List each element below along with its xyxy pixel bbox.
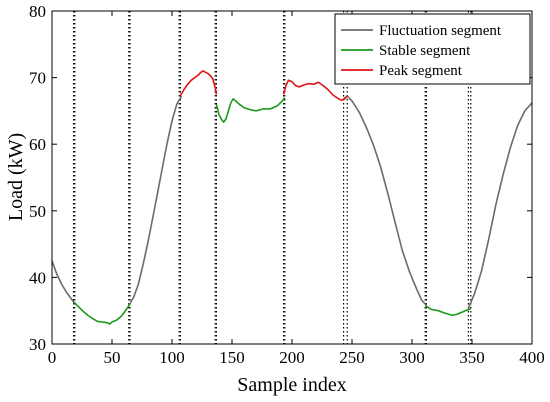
series-0-segment-2 [343, 95, 427, 306]
series-1-segment-1 [215, 97, 286, 123]
y-axis-label: Load (kW) [5, 133, 27, 221]
y-tick-label-5: 80 [29, 2, 46, 21]
legend-box [334, 13, 531, 85]
series-2-segment-0 [179, 70, 218, 97]
x-tick-label-5: 250 [339, 348, 365, 367]
series-lines [51, 70, 533, 325]
x-tick-label-3: 150 [219, 348, 245, 367]
x-axis-ticks: 0 50 100 150 200 250 300 350 400 [48, 11, 545, 367]
y-tick-label-2: 50 [29, 202, 46, 221]
x-axis-label: Sample index [237, 374, 346, 396]
x-tick-label-8: 400 [519, 348, 545, 367]
segment-boundary-lines [72, 11, 472, 344]
y-tick-label-1: 40 [29, 268, 46, 287]
x-tick-label-0: 0 [48, 348, 57, 367]
x-tick-label-1: 50 [104, 348, 121, 367]
legend-label-2: Peak segment [379, 63, 463, 79]
y-tick-label-0: 30 [29, 335, 46, 354]
y-tick-label-4: 70 [29, 69, 46, 88]
series-0-segment-1 [128, 95, 183, 306]
legend: Fluctuation segment Stable segment Peak se… [334, 13, 531, 85]
series-2-segment-1 [282, 79, 348, 101]
series-0-segment-3 [467, 102, 533, 309]
y-tick-label-3: 60 [29, 135, 46, 154]
y-axis-ticks: 30 40 50 60 70 80 [29, 2, 532, 354]
x-tick-label-2: 100 [159, 348, 185, 367]
legend-label-1: Stable segment [379, 43, 471, 59]
x-tick-label-6: 300 [399, 348, 425, 367]
x-tick-label-4: 200 [279, 348, 305, 367]
x-tick-label-7: 350 [459, 348, 485, 367]
series-1-segment-0 [73, 301, 131, 325]
legend-label-0: Fluctuation segment [379, 23, 502, 39]
series-1-segment-2 [424, 304, 472, 317]
